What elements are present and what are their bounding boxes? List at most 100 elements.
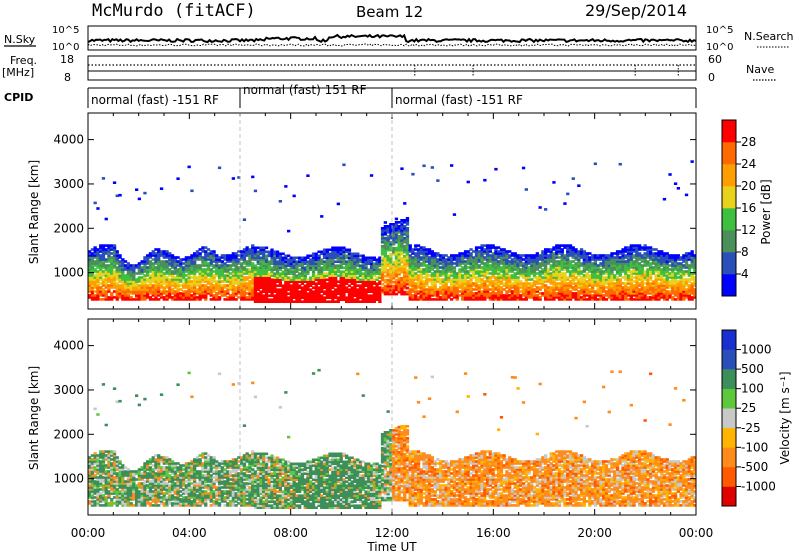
power-cell xyxy=(626,290,631,293)
power-cell xyxy=(251,286,255,289)
power-cell xyxy=(264,280,269,283)
power-cell xyxy=(649,286,653,289)
power-cell xyxy=(604,256,609,259)
power-cell xyxy=(118,294,122,297)
power-cell xyxy=(201,292,205,295)
power-cell xyxy=(555,294,559,297)
power-cell xyxy=(350,278,354,281)
power-cell xyxy=(629,282,633,285)
power-cell xyxy=(309,284,313,287)
power-cell xyxy=(231,278,235,281)
power-cell xyxy=(397,242,401,246)
power-cell xyxy=(527,274,531,277)
power-cell xyxy=(593,276,597,279)
power-cell xyxy=(566,296,570,299)
power-cell xyxy=(519,260,523,263)
power-cell xyxy=(474,264,479,267)
power-cell xyxy=(635,266,639,269)
power-cell xyxy=(275,262,280,265)
power-cell xyxy=(320,282,324,285)
power-cell xyxy=(275,274,280,277)
power-cell xyxy=(629,246,633,249)
power-cell xyxy=(118,266,122,269)
power-cell xyxy=(624,254,628,257)
power-cell xyxy=(392,231,396,234)
power-cell xyxy=(679,278,683,281)
power-cell xyxy=(90,264,95,267)
power-cell xyxy=(505,278,509,281)
cpid-segment-0: normal (fast) -151 RF xyxy=(91,93,219,107)
power-cell xyxy=(582,284,586,287)
power-cell xyxy=(347,252,352,256)
power-cell xyxy=(334,264,338,267)
power-cell xyxy=(582,294,586,297)
power-cell xyxy=(350,298,354,301)
power-cell xyxy=(474,288,479,291)
power-cell xyxy=(397,290,401,294)
power-cell xyxy=(613,288,617,291)
power-cell xyxy=(613,290,617,293)
power-cell xyxy=(400,250,404,254)
power-cell xyxy=(154,286,158,289)
power-cell xyxy=(508,286,512,289)
power-cell xyxy=(510,254,515,257)
power-cell xyxy=(107,248,111,251)
power-cell xyxy=(472,274,476,277)
power-cell xyxy=(342,252,346,256)
power-cell xyxy=(679,288,683,291)
power-cell xyxy=(275,296,280,299)
power-cell xyxy=(679,266,683,269)
power-cell xyxy=(433,280,437,283)
power-cell xyxy=(162,286,166,289)
power-cell xyxy=(228,280,233,283)
power-cell xyxy=(306,278,310,281)
power-cell xyxy=(397,244,401,248)
power-cell xyxy=(237,274,241,277)
power-cell xyxy=(472,288,476,291)
power-cell xyxy=(292,256,296,260)
power-cell xyxy=(660,260,664,263)
power-cell xyxy=(568,294,573,297)
power-cell xyxy=(582,262,586,265)
power-cell xyxy=(168,282,172,285)
power-cell xyxy=(458,260,462,263)
power-cell xyxy=(408,258,412,261)
power-cell xyxy=(408,294,412,297)
power-cell xyxy=(405,292,410,296)
power-cell xyxy=(383,270,387,274)
power-cell xyxy=(577,296,581,299)
power-cell xyxy=(342,298,346,301)
power-cell xyxy=(626,256,631,259)
power-cell xyxy=(632,290,636,293)
power-cell xyxy=(427,260,432,263)
power-cell xyxy=(403,229,407,232)
power-cell xyxy=(673,280,678,283)
power-cell xyxy=(535,290,539,293)
power-cell xyxy=(563,254,567,257)
power-cell xyxy=(427,264,432,267)
power-cell xyxy=(508,294,512,297)
power-cell xyxy=(684,254,689,257)
power-cell xyxy=(234,290,238,293)
power-cell xyxy=(430,278,434,281)
power-cell xyxy=(687,274,691,277)
power-cell xyxy=(405,250,410,254)
power-cell xyxy=(209,276,213,279)
power-cell xyxy=(422,248,426,251)
power-cell xyxy=(314,282,318,285)
power-cell xyxy=(657,276,661,279)
power-cell xyxy=(386,284,390,288)
power-cell xyxy=(264,282,269,285)
power-cell xyxy=(552,262,556,265)
power-cell xyxy=(682,296,686,299)
power-cell xyxy=(253,189,258,193)
power-cell xyxy=(632,264,636,267)
power-cell xyxy=(298,292,302,295)
power-cell xyxy=(427,248,432,251)
power-cell xyxy=(347,260,352,263)
power-cell xyxy=(342,278,346,281)
power-cell xyxy=(439,278,443,281)
power-cell xyxy=(618,264,622,267)
power-cell xyxy=(530,254,534,257)
power-cell xyxy=(129,268,133,271)
